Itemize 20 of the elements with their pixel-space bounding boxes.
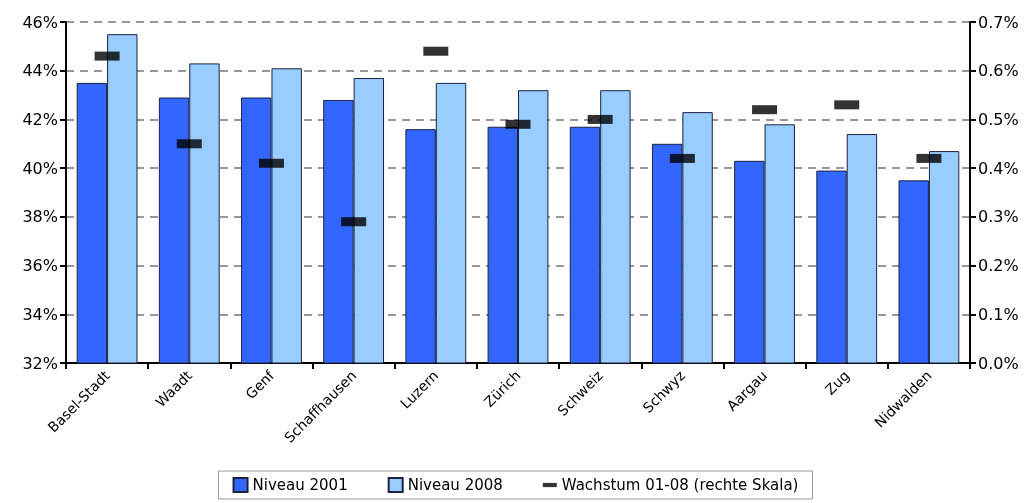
y-tick-label: 42% [22,109,58,129]
y-tick-label: 38% [22,207,58,227]
legend-label: Wachstum 01-08 (rechte Skala) [561,476,799,494]
y-tick-label: 34% [22,304,58,324]
y2-tick-label: 0.7% [978,12,1019,32]
y2-tick-label: 0.1% [978,304,1019,324]
y-tick-label: 40% [22,158,58,178]
y2-tick-label: 0.5% [978,109,1019,129]
y2-tick-label: 0.0% [978,353,1019,373]
y2-tick-label: 0.2% [978,256,1019,276]
y-tick-label: 46% [22,12,58,32]
y2-tick-label: 0.6% [978,61,1019,81]
legend-label: Niveau 2001 [252,476,348,494]
y2-tick-label: 0.4% [978,158,1019,178]
x-tick-label: Zug [821,367,853,398]
y-tick-label: 32% [22,353,58,373]
y-tick-label: 44% [22,61,58,81]
y-tick-label: 36% [22,256,58,276]
legend-label: Niveau 2008 [407,476,503,494]
y2-tick-label: 0.3% [978,207,1019,227]
